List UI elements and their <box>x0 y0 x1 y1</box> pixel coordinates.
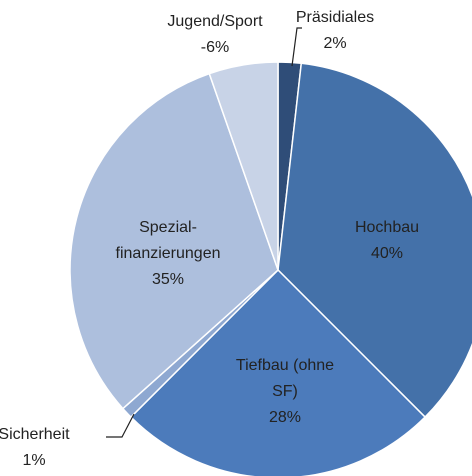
slice-label: Hochbau <box>355 219 419 236</box>
value-label: 28% <box>269 409 301 426</box>
slice-label: Jugend/Sport <box>167 13 263 30</box>
value-label: 35% <box>152 271 184 288</box>
slice-label: Sicherheit <box>0 426 70 443</box>
value-label: -6% <box>201 39 229 56</box>
value-label: 40% <box>371 245 403 262</box>
slice-label: Tiefbau (ohne <box>236 357 334 374</box>
pie-slice <box>129 268 427 476</box>
pie-slice <box>208 61 279 271</box>
slice-label: finanzierungen <box>116 245 221 262</box>
leader-line <box>106 413 135 438</box>
leader-line <box>291 27 302 67</box>
slice-label: Präsidiales <box>296 9 374 26</box>
value-label: 2% <box>323 35 346 52</box>
slice-label: SF) <box>272 383 298 400</box>
pie-slice <box>69 72 279 410</box>
value-label: 1% <box>22 452 45 469</box>
slice-label: Spezial- <box>139 219 197 236</box>
pie-slice <box>277 62 472 419</box>
